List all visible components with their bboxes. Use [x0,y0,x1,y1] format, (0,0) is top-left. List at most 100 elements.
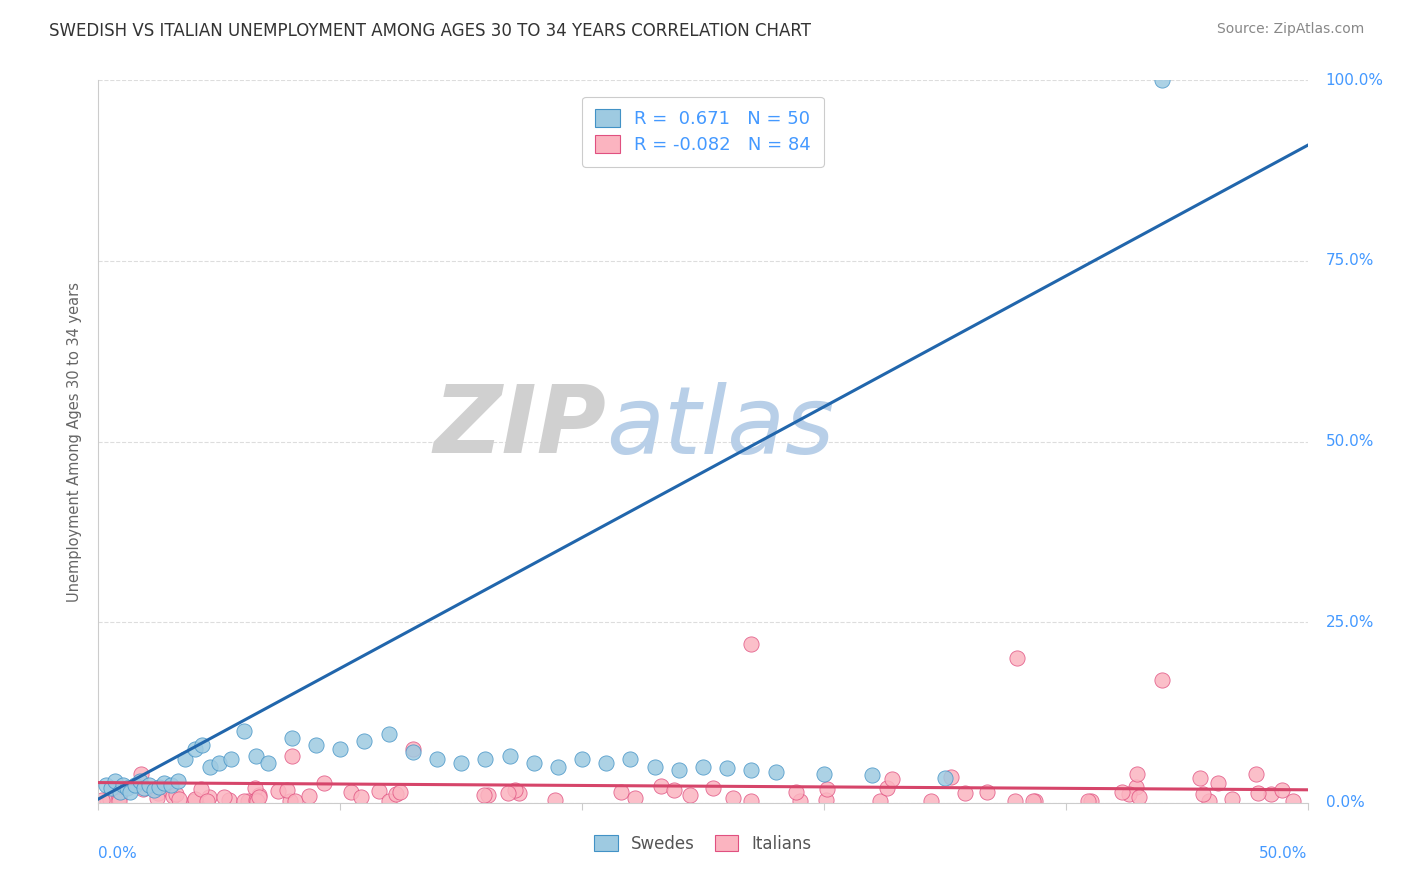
Point [281,731,304,745]
Point [247,788,270,802]
Point [221,752,243,766]
Text: 50.0%: 50.0% [1326,434,1374,449]
Point [145,791,167,805]
Point [934,771,956,785]
Point [236,794,259,808]
Point [377,727,399,741]
Point [692,760,714,774]
Point [650,780,672,794]
Point [1004,794,1026,808]
Point [876,780,898,795]
Point [402,741,425,756]
Point [198,790,221,805]
Point [108,794,131,808]
Point [276,783,298,797]
Point [815,793,838,807]
Point [740,637,762,651]
Point [402,745,425,759]
Point [208,756,231,770]
Point [1206,776,1229,790]
Point [183,794,205,808]
Point [245,748,267,763]
Point [880,772,903,786]
Point [1152,73,1174,87]
Point [284,794,307,808]
Point [329,741,352,756]
Point [246,794,269,808]
Point [721,791,744,805]
Point [148,780,170,794]
Point [860,768,883,782]
Point [619,752,641,766]
Point [869,794,891,808]
Point [450,756,472,770]
Text: 75.0%: 75.0% [1326,253,1374,268]
Point [389,785,412,799]
Text: 25.0%: 25.0% [1326,615,1374,630]
Text: 0.0%: 0.0% [98,847,138,861]
Point [702,780,724,795]
Point [98,792,121,806]
Point [1022,794,1045,808]
Point [212,790,235,805]
Point [644,760,666,774]
Point [184,792,207,806]
Point [118,785,141,799]
Point [160,778,183,792]
Point [1247,786,1270,800]
Point [256,756,278,770]
Point [1024,794,1046,808]
Point [1111,785,1133,799]
Point [111,778,134,792]
Point [138,778,160,792]
Point [939,770,962,784]
Point [426,752,449,766]
Point [1126,767,1149,781]
Point [245,793,267,807]
Point [198,760,221,774]
Text: atlas: atlas [606,382,835,473]
Point [96,793,118,807]
Point [384,788,406,802]
Text: 0.0%: 0.0% [1326,796,1364,810]
Point [815,782,838,797]
Point [190,782,212,797]
Point [124,778,146,792]
Point [508,786,530,800]
Point [167,774,190,789]
Point [740,794,762,808]
Point [662,783,685,797]
Point [184,741,207,756]
Text: ZIP: ZIP [433,381,606,473]
Y-axis label: Unemployment Among Ages 30 to 34 years: Unemployment Among Ages 30 to 34 years [67,282,83,601]
Point [132,781,155,796]
Point [169,792,191,806]
Point [350,789,373,804]
Point [1080,793,1102,807]
Point [1260,787,1282,801]
Point [1198,794,1220,808]
Point [668,764,690,778]
Point [117,781,139,796]
Legend: Swedes, Italians: Swedes, Italians [588,828,818,860]
Point [165,787,187,801]
Point [278,794,301,808]
Point [1125,780,1147,794]
Point [813,767,835,781]
Point [1152,673,1174,687]
Point [104,774,127,789]
Point [610,785,633,799]
Point [1128,789,1150,804]
Point [624,791,647,805]
Point [976,785,998,799]
Point [765,765,787,780]
Point [1189,772,1212,786]
Point [789,794,811,808]
Point [679,788,702,802]
Point [785,785,807,799]
Point [245,780,267,795]
Point [281,748,304,763]
Point [218,793,240,807]
Point [474,752,496,766]
Point [162,789,184,803]
